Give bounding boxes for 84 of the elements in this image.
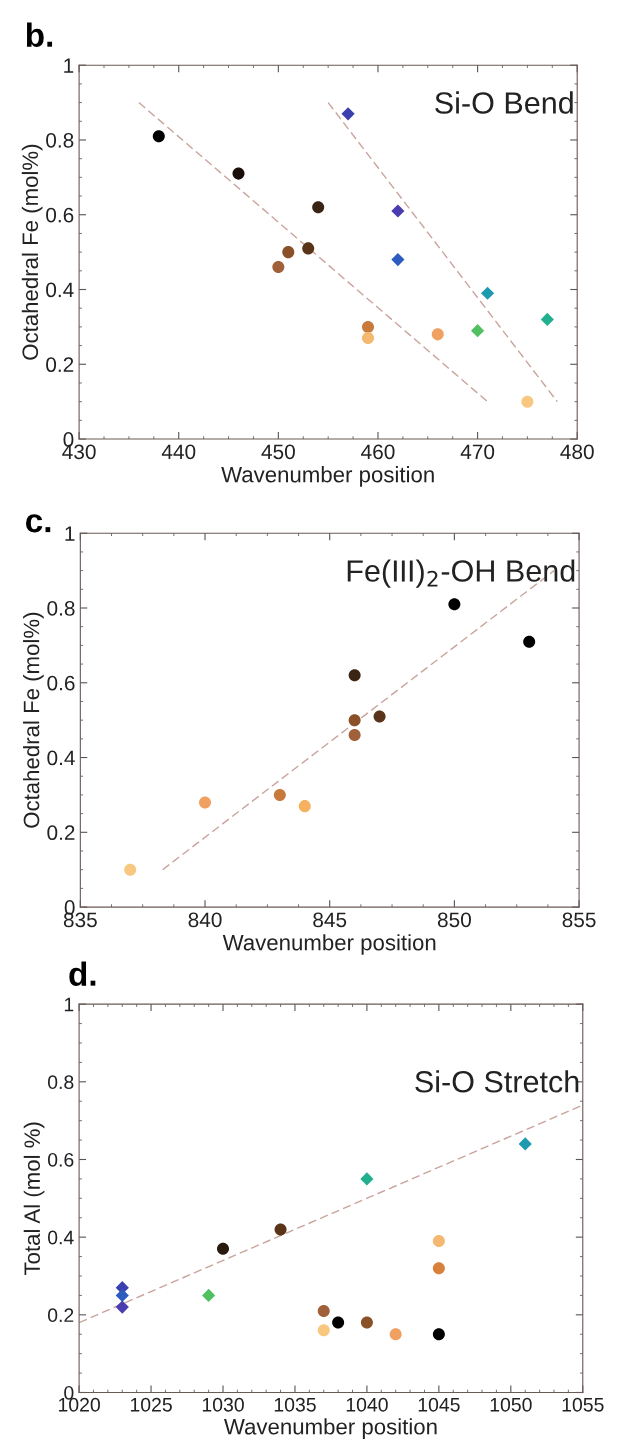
x-tick-label: 450 — [261, 444, 295, 460]
x-tick-label: 460 — [361, 444, 395, 460]
y-tick-label: 0.4 — [46, 282, 74, 298]
y-tick-label: 0.2 — [46, 357, 74, 373]
point — [348, 729, 361, 742]
point — [540, 312, 554, 327]
x-tick-label: 1040 — [346, 1397, 388, 1412]
y-tick-label: 1 — [64, 997, 74, 1012]
point — [332, 1316, 345, 1329]
point — [274, 1223, 287, 1236]
x-tick-label: 840 — [188, 912, 222, 928]
point — [348, 669, 361, 682]
point — [360, 1316, 373, 1329]
point — [302, 242, 315, 255]
x-tick-label: 1025 — [130, 1397, 172, 1412]
point — [152, 130, 165, 143]
y-tick-label: 0.6 — [47, 1152, 74, 1167]
y-tick-label: 0.8 — [47, 601, 75, 616]
point — [273, 788, 286, 801]
point — [217, 1242, 230, 1255]
point — [348, 714, 361, 727]
x-tick-label: 850 — [437, 912, 471, 928]
point — [523, 635, 536, 648]
point — [391, 253, 405, 267]
point — [199, 796, 212, 809]
x-tick-label: 440 — [161, 444, 196, 460]
x-tick-label: 1055 — [562, 1397, 604, 1412]
x-axis-title: Wavenumber position — [221, 466, 434, 487]
point — [432, 1262, 445, 1275]
point — [298, 800, 311, 813]
point — [518, 1137, 532, 1151]
point — [312, 201, 325, 214]
y-tick-label: 1 — [65, 526, 75, 541]
point — [431, 328, 444, 341]
x-tick-label: 480 — [560, 444, 594, 460]
y-tick-label: 0.2 — [47, 1308, 74, 1323]
point — [448, 598, 461, 611]
y-tick-label: 0.4 — [47, 1230, 74, 1245]
point — [432, 1328, 445, 1341]
point — [391, 204, 405, 218]
point — [202, 1288, 216, 1302]
annotation: Si-O Bend — [435, 91, 573, 114]
y-axis-title: Octahedral Fe (mol%) — [21, 144, 43, 360]
point — [521, 395, 534, 408]
point — [341, 107, 355, 121]
point — [272, 261, 285, 274]
point — [471, 324, 485, 338]
point — [360, 1172, 374, 1186]
y-tick-label: 1 — [64, 58, 74, 73]
x-tick-label: 855 — [562, 912, 596, 928]
point — [124, 863, 137, 876]
point — [389, 1328, 402, 1341]
y-tick-label: 0.4 — [47, 750, 75, 766]
annotation: Fe(III)$_{2}$-OH Bend — [347, 559, 575, 588]
point — [480, 286, 495, 300]
x-tick-label: 470 — [460, 444, 495, 460]
point — [115, 1300, 129, 1314]
x-axis-title: Wavenumber position — [222, 934, 436, 955]
y-axis-title: Total Al (mol %) — [23, 1122, 45, 1275]
x-axis-title: Wavenumber position — [224, 1418, 437, 1439]
y-tick-label: 0.6 — [46, 207, 74, 223]
x-tick-label: 845 — [313, 912, 347, 928]
x-tick-label: 1030 — [202, 1397, 244, 1412]
x-tick-label: 1035 — [274, 1397, 316, 1412]
y-tick-label: 0.8 — [47, 1075, 74, 1090]
chart-title: d. — [69, 961, 96, 986]
y-tick-label: 0.2 — [47, 825, 75, 841]
point — [115, 1288, 129, 1302]
point — [432, 1235, 445, 1248]
annotation: Si-O Stretch — [415, 1070, 579, 1093]
point — [282, 246, 295, 259]
x-tick-label: 1045 — [418, 1397, 460, 1412]
point — [373, 710, 386, 723]
point — [232, 167, 245, 180]
y-tick-label: 0.6 — [47, 675, 75, 691]
y-axis-title: Octahedral Fe (mol%) — [23, 612, 44, 828]
y-tick-label: 0.8 — [46, 132, 74, 148]
point — [361, 320, 375, 333]
point — [317, 1324, 330, 1337]
point — [361, 332, 375, 345]
chart-title: c. — [26, 514, 51, 533]
point — [317, 1304, 330, 1317]
chart-title: b. — [26, 22, 53, 48]
x-tick-label: 1050 — [490, 1397, 532, 1412]
